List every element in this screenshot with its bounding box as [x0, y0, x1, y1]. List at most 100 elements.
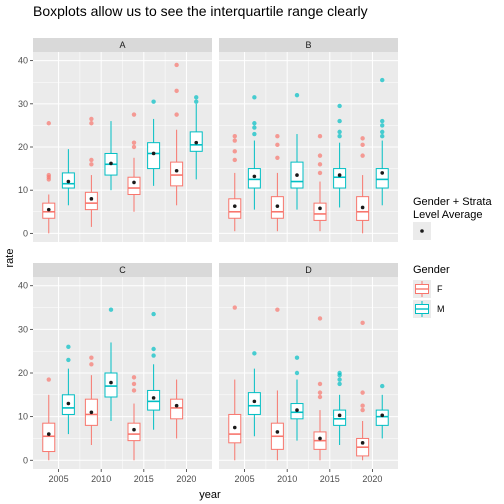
iqr-box	[333, 409, 347, 426]
outlier-point	[46, 121, 51, 126]
legend-average-title: Level Average	[413, 209, 483, 221]
iqr-box	[104, 372, 118, 398]
facet-panel-b: B	[219, 38, 398, 242]
box-f-2010	[84, 355, 98, 445]
facet-panel-d: D	[219, 263, 398, 469]
outlier-point	[194, 99, 199, 104]
axes: 0 10 20 30 40 0 10 20 30 40 2005 2010 2015 2020 2005 20…	[18, 56, 382, 484]
box-m-2010	[104, 121, 118, 191]
mean-point	[295, 173, 299, 177]
box-m-2010	[290, 92, 304, 210]
outlier-point	[317, 170, 323, 176]
y-tick-label: 40	[18, 281, 28, 291]
outlier-point	[294, 92, 300, 98]
facet-strip-label: A	[119, 40, 125, 50]
box-f-2015	[127, 112, 141, 212]
box-m-2015	[147, 311, 161, 430]
mean-point	[275, 430, 280, 434]
facet-panel-a: A	[33, 38, 212, 242]
outlier-point	[252, 131, 257, 137]
outlier-point	[317, 153, 323, 158]
outlier-point	[252, 125, 257, 130]
box-f-2010	[270, 134, 284, 232]
x-tick-label: 2015	[134, 474, 154, 484]
box-f-2020	[170, 62, 184, 206]
mean-point	[295, 408, 299, 412]
outlier-point	[380, 118, 385, 124]
outlier-point	[380, 77, 385, 83]
box-f-2005	[42, 121, 56, 234]
outlier-point	[232, 149, 237, 154]
legend-average-title: Gender + Strata	[413, 196, 492, 208]
outlier-point	[294, 370, 300, 376]
outlier-point	[89, 157, 94, 163]
mean-point	[109, 161, 113, 166]
outlier-point	[89, 355, 94, 360]
box-f-2015	[127, 375, 141, 461]
outlier-point	[66, 357, 71, 363]
y-tick-label: 0	[23, 455, 28, 465]
outlier-point	[131, 381, 137, 387]
outlier-point	[337, 103, 342, 109]
iqr-box	[228, 198, 242, 219]
outlier-point	[232, 138, 237, 143]
box-m-2020	[375, 77, 389, 206]
outlier-point	[337, 134, 342, 139]
mean-point	[337, 413, 342, 418]
outlier-point	[252, 95, 257, 100]
mean-point	[174, 168, 179, 173]
mean-point	[252, 174, 257, 179]
y-tick-label: 10	[18, 412, 28, 422]
mean-point	[380, 413, 385, 418]
outlier-point	[46, 172, 51, 178]
box-f-2015	[313, 316, 327, 461]
outlier-point	[232, 157, 237, 163]
y-tick-label: 30	[18, 324, 28, 334]
y-tick-label: 10	[18, 185, 28, 195]
outlier-point	[317, 390, 323, 395]
outlier-point	[360, 142, 365, 148]
iqr-box	[147, 389, 161, 411]
mean-point	[232, 425, 237, 430]
outlier-point	[337, 129, 342, 135]
facet-strip	[33, 263, 212, 277]
outlier-point	[380, 134, 385, 139]
y-tick-label: 0	[23, 228, 28, 238]
mean-point	[66, 179, 71, 184]
outlier-point	[89, 362, 94, 367]
iqr-box	[375, 409, 389, 426]
outlier-point	[194, 95, 199, 100]
outlier-point	[317, 162, 323, 167]
outlier-point	[360, 153, 365, 158]
facet-panel-c: C	[33, 263, 212, 469]
box-f-2015	[313, 134, 327, 232]
outlier-point	[66, 344, 71, 350]
box-m-2020	[375, 383, 389, 439]
outlier-point	[294, 355, 300, 360]
facet-strip	[33, 38, 212, 52]
mean-point	[46, 207, 51, 212]
iqr-box	[147, 142, 161, 170]
y-tick-label: 40	[18, 56, 28, 66]
box-m-2005	[247, 95, 261, 210]
iqr-box	[42, 422, 56, 453]
mean-point	[318, 206, 322, 211]
y-axis-title: rate	[4, 249, 16, 268]
iqr-box	[333, 168, 347, 189]
outlier-point	[108, 307, 114, 312]
x-tick-label: 2020	[176, 474, 196, 484]
box-m-2005	[61, 149, 75, 206]
outlier-point	[317, 316, 323, 321]
facet-strip	[219, 263, 398, 277]
outlier-point	[337, 381, 342, 387]
x-tick-label: 2005	[235, 474, 255, 484]
box-m-2005	[61, 344, 75, 435]
mean-point	[132, 180, 136, 185]
box-f-2020	[170, 379, 184, 439]
x-tick-label: 2010	[91, 474, 111, 484]
outlier-point	[275, 134, 280, 139]
legend-gender-title: Gender	[413, 264, 450, 276]
outlier-point	[360, 390, 365, 395]
